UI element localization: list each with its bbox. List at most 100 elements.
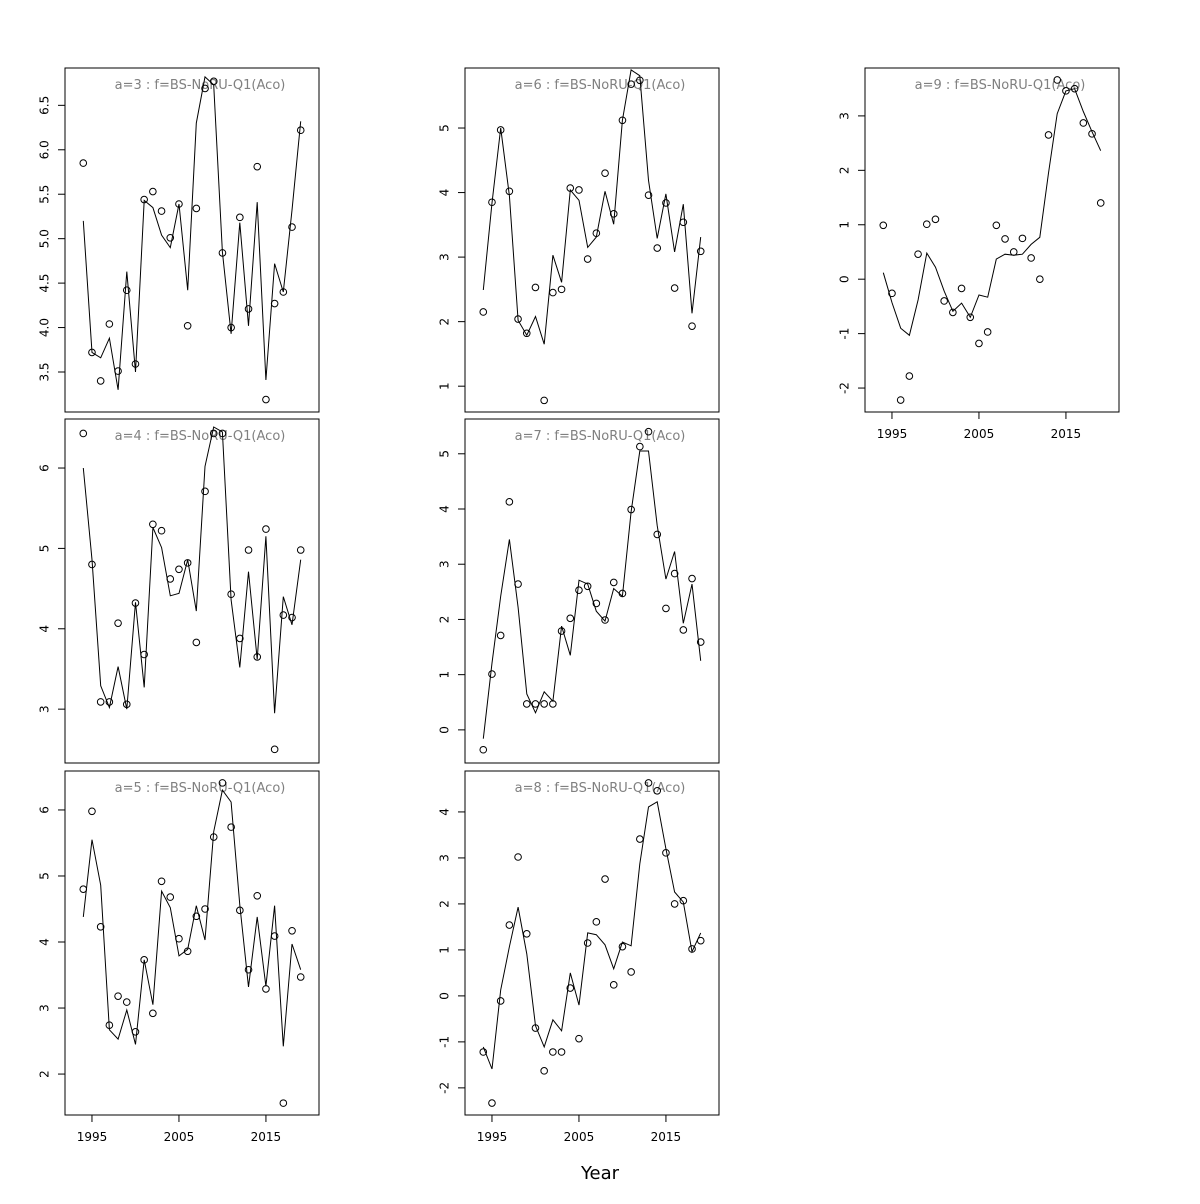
y-tick-label: 2 — [838, 167, 852, 175]
observed-point — [583, 939, 592, 947]
panel-title: a=7 : f=BS-NoRU-Q1(Aco) — [515, 429, 686, 444]
observed-point — [557, 1048, 566, 1056]
observed-point — [279, 611, 288, 619]
y-tick-label: 3 — [438, 253, 452, 261]
observed-point — [1001, 235, 1009, 243]
observed-point — [79, 159, 88, 167]
y-tick-label: -1 — [838, 328, 852, 340]
observed-point — [149, 520, 157, 529]
observed-point — [244, 965, 253, 974]
y-tick-label: -2 — [838, 382, 852, 394]
y-tick-label: 3 — [38, 1004, 52, 1012]
observed-point — [270, 745, 279, 754]
observed-point — [1053, 76, 1062, 84]
observed-point — [575, 1034, 583, 1043]
fitted-line — [82, 75, 302, 390]
y-tick-label: 5 — [438, 124, 452, 132]
observed-point — [1070, 84, 1079, 93]
observed-point — [183, 321, 192, 330]
observed-point — [644, 779, 653, 787]
y-tick-label: 4 — [438, 808, 452, 816]
observed-point — [227, 823, 235, 831]
observed-point — [488, 670, 496, 678]
observed-point — [662, 604, 670, 613]
observed-point — [479, 308, 488, 316]
panel-title: a=9 : f=BS-NoRU-Q1(Aco) — [915, 78, 1086, 93]
panel-title: a=6 : f=BS-NoRU-Q1(Aco) — [515, 78, 686, 93]
observed-point — [653, 786, 662, 795]
y-tick-label: 5.0 — [38, 229, 52, 248]
y-tick-label: 6.0 — [38, 140, 52, 159]
observed-point — [1096, 199, 1105, 207]
observed-point — [192, 912, 201, 921]
y-tick-label: 3 — [38, 705, 52, 713]
observed-point — [479, 745, 488, 754]
y-tick-label: 0 — [438, 726, 452, 734]
observed-point — [522, 329, 531, 338]
observed-point — [653, 530, 662, 539]
plot-frame — [464, 418, 720, 764]
observed-point — [879, 221, 888, 230]
observed-point — [505, 498, 514, 506]
observed-point — [236, 213, 244, 222]
observed-point — [670, 284, 679, 292]
observed-point — [166, 233, 175, 242]
panel-title: a=3 : f=BS-NoRU-Q1(Aco) — [115, 78, 286, 93]
observed-point — [696, 638, 705, 646]
observed-point — [696, 247, 705, 256]
x-tick-label: 1995 — [477, 1130, 508, 1144]
observed-point — [288, 223, 296, 231]
observed-point — [88, 807, 96, 816]
y-tick-label: 5 — [38, 872, 52, 880]
observed-point — [914, 250, 922, 258]
observed-point — [488, 1099, 496, 1107]
observed-point — [175, 565, 183, 574]
y-tick-label: 5 — [38, 545, 52, 553]
observed-point — [627, 968, 635, 976]
y-tick-label: 4 — [438, 189, 452, 197]
x-tick-label: 2015 — [651, 1130, 682, 1144]
x-tick-label: 2015 — [251, 1130, 282, 1144]
y-tick-label: 1 — [438, 671, 452, 679]
y-tick-label: 4.0 — [38, 318, 52, 337]
observed-point — [79, 885, 88, 893]
observed-point — [601, 169, 609, 178]
y-tick-label: 4.5 — [38, 274, 52, 293]
observed-point — [644, 191, 653, 199]
x-tick-label: 2005 — [564, 1130, 595, 1144]
observed-point — [244, 305, 253, 313]
observed-point — [114, 619, 122, 627]
observed-point — [1044, 131, 1053, 139]
plot-frame — [864, 67, 1120, 413]
fitted-line — [482, 801, 702, 1070]
observed-point — [253, 891, 262, 900]
observed-point — [479, 1048, 488, 1056]
observed-point — [1027, 254, 1035, 262]
y-tick-label: 4 — [38, 938, 52, 946]
observed-point — [679, 626, 688, 634]
observed-point — [566, 614, 575, 623]
fitted-line — [482, 69, 702, 345]
observed-point — [931, 215, 940, 224]
observed-point — [522, 930, 531, 938]
observed-point — [549, 1048, 557, 1056]
observed-point — [514, 853, 522, 861]
observed-point — [592, 599, 601, 608]
x-tick-label: 1995 — [877, 427, 908, 441]
y-tick-label: 2 — [38, 1070, 52, 1078]
x-axis-label: Year — [580, 1163, 620, 1184]
x-tick-label: 2005 — [964, 427, 995, 441]
observed-point — [105, 320, 114, 328]
observed-point — [1079, 119, 1088, 127]
observed-point — [114, 992, 122, 1000]
observed-point — [609, 981, 618, 989]
observed-point — [575, 586, 583, 594]
y-tick-label: 1 — [438, 946, 452, 954]
observed-point — [96, 377, 105, 385]
x-tick-label: 2015 — [1051, 427, 1082, 441]
observed-point — [601, 616, 609, 624]
y-tick-label: 2 — [438, 900, 452, 908]
observed-point — [688, 322, 696, 330]
observed-point — [583, 255, 592, 263]
observed-point — [157, 877, 166, 886]
